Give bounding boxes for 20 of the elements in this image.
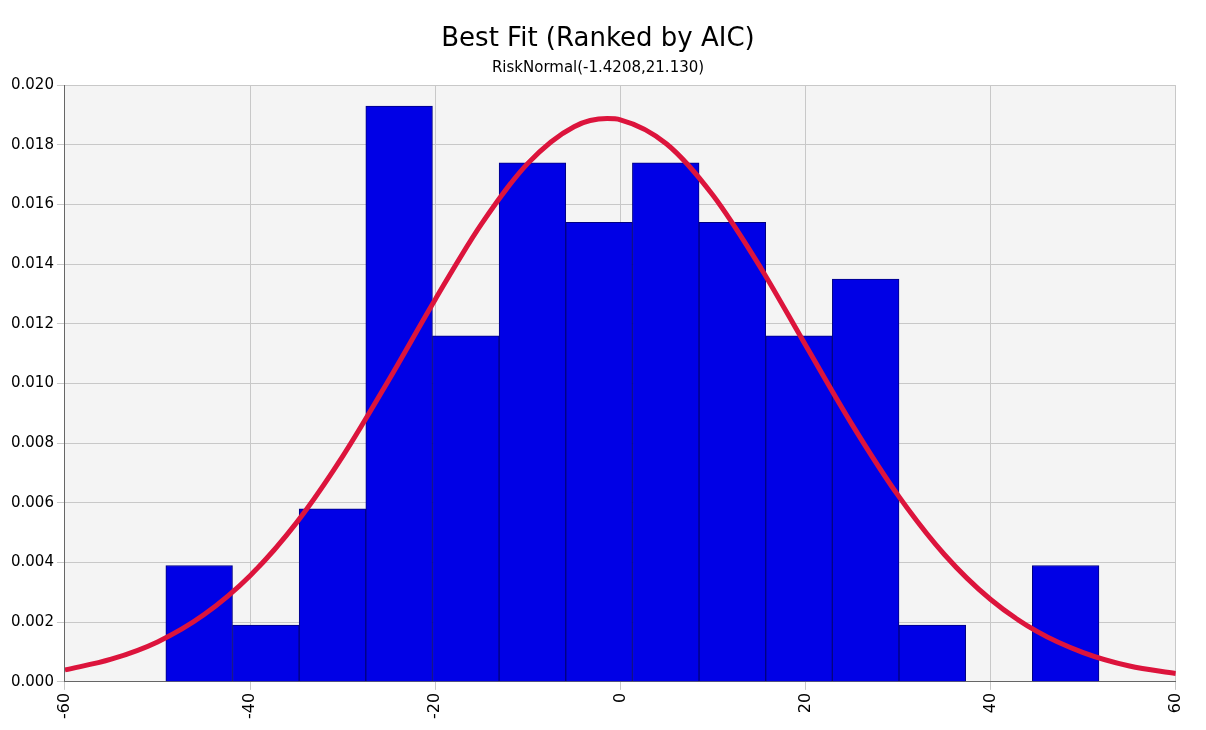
y-tick-label: 0.012 (10, 313, 54, 332)
y-tick-label: 0.006 (10, 492, 54, 511)
x-tick-label: 20 (794, 692, 814, 714)
x-tick-label: 60 (1164, 692, 1184, 714)
y-tick-label: 0.014 (10, 254, 54, 273)
y-tick-label: 0.016 (10, 194, 54, 213)
chart-subtitle: RiskNormal(-1.4208,21.130) (491, 58, 705, 77)
y-tick-label: 0.018 (10, 134, 54, 153)
chart-title: Best Fit (Ranked by AIC) (441, 22, 755, 53)
x-tick-label: 0 (609, 692, 629, 704)
x-tick-label: -40 (239, 692, 259, 720)
x-tick-label: -20 (424, 692, 444, 720)
y-tick-label: 0.000 (10, 671, 54, 690)
y-tick-label: 0.020 (10, 75, 54, 94)
y-tick-label: 0.008 (10, 433, 54, 452)
y-tick-label: 0.004 (10, 552, 54, 571)
y-tick-label: 0.010 (10, 373, 54, 392)
y-tick-label: 0.002 (10, 612, 54, 631)
x-tick-label: 40 (979, 692, 999, 714)
x-tick-label: -60 (54, 692, 74, 720)
